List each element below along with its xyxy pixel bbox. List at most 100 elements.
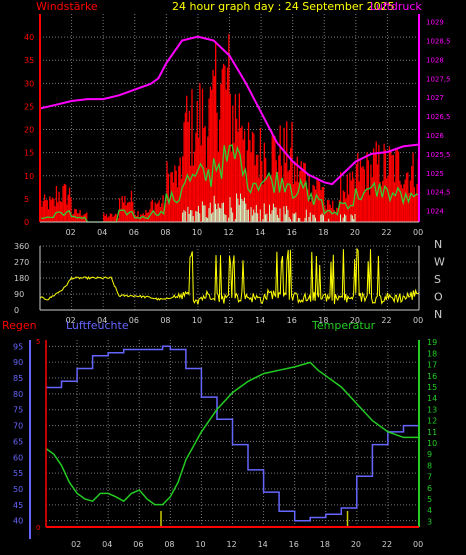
gust-bar (318, 181, 321, 222)
y-tick-label-temperature: 8 (427, 461, 432, 470)
y-tick-label-wind: 25 (24, 102, 34, 111)
gust-bar (154, 202, 156, 222)
x-tick-label: 14 (255, 228, 265, 237)
x-tick-label: 04 (97, 228, 107, 237)
calm-bar (184, 211, 186, 222)
y-tick-label-rain: 5 (36, 338, 40, 346)
gust-bar (220, 84, 222, 222)
gust-bar (172, 182, 175, 222)
y-tick-label-pressure: 1027 (426, 94, 444, 102)
compass-label: N (434, 308, 442, 321)
gust-bar (340, 171, 342, 222)
gust-bar (342, 190, 344, 222)
gust-bar (416, 183, 418, 222)
x-tick-label: 12 (227, 540, 237, 549)
gust-bar (61, 201, 63, 222)
gust-bar (413, 187, 416, 222)
calm-bar (228, 217, 230, 222)
calm-bar (343, 214, 345, 222)
gust-bar (282, 180, 284, 222)
gust-bar (143, 215, 146, 222)
gust-bar (343, 191, 346, 222)
gust-bar (126, 202, 129, 222)
calm-bar (284, 214, 286, 222)
gust-bar (158, 200, 160, 222)
x-tick-label: 12 (224, 316, 234, 325)
x-tick-label: 02 (66, 316, 76, 325)
calm-bar (353, 219, 355, 222)
gust-bar (138, 217, 140, 222)
gust-bar (370, 164, 372, 222)
y-tick-label-humidity: 85 (13, 374, 23, 383)
calm-bar (297, 217, 299, 222)
gust-bar (213, 76, 216, 223)
gust-bar (230, 151, 233, 222)
gust-bar (292, 183, 294, 222)
direction-line (39, 247, 420, 305)
calm-bar (268, 204, 270, 222)
y-tick-label-temperature: 19 (427, 338, 437, 347)
y-tick-label-temperature: 3 (427, 517, 432, 526)
pressure-line (39, 35, 420, 186)
gust-bar (157, 203, 159, 222)
calm-bar (255, 205, 257, 222)
gust-bar (141, 214, 143, 222)
calm-bar (192, 216, 194, 222)
gust-bar (287, 171, 289, 222)
gust-bar (49, 196, 51, 222)
gust-bar (341, 203, 343, 222)
gust-bar (42, 200, 44, 222)
gust-bar (203, 128, 205, 222)
gust-bar (70, 197, 72, 222)
rain-label: Regen (2, 319, 37, 332)
gust-bar (286, 121, 288, 222)
gust-bar (337, 207, 339, 222)
gust-bar (253, 133, 255, 222)
calm-bar (328, 218, 330, 222)
y-tick-label-temperature: 18 (427, 349, 437, 358)
gust-bar (270, 176, 272, 222)
calm-bar (295, 212, 297, 222)
gust-bar (72, 213, 75, 222)
y-tick-label-pressure: 1026 (426, 132, 444, 140)
calm-bar (342, 217, 344, 222)
calm-bar (211, 213, 213, 222)
gust-bar (130, 190, 133, 222)
gust-bar (137, 211, 139, 222)
gust-bar (240, 127, 242, 222)
gust-bar (180, 178, 183, 222)
gust-bar (293, 160, 296, 222)
x-tick-label: 20 (351, 540, 361, 549)
calm-bar (351, 215, 353, 222)
calm-bar (278, 217, 280, 222)
gust-bar (365, 192, 367, 222)
gust-bar (401, 188, 404, 222)
calm-bar (191, 210, 193, 222)
gust-bar (145, 209, 147, 222)
gust-bar (166, 161, 168, 222)
gust-bar (263, 142, 266, 222)
calm-bar (283, 206, 285, 222)
x-tick-label: 08 (160, 316, 170, 325)
gust-bar (171, 172, 173, 222)
gust-bar (58, 191, 60, 222)
gust-bar (262, 184, 264, 222)
compass-label: W (434, 256, 445, 269)
calm-bar (266, 213, 268, 222)
gust-bar (296, 156, 298, 222)
calm-bar (218, 207, 220, 222)
compass-label: S (434, 273, 441, 286)
gust-bar (107, 217, 109, 222)
gust-bar (212, 69, 214, 222)
calm-bar (293, 213, 295, 222)
gust-bar (205, 167, 208, 222)
gust-bar (409, 180, 412, 222)
calm-bar (201, 201, 203, 222)
calm-bar (276, 214, 278, 222)
gust-bar (155, 204, 158, 222)
calm-bar (272, 203, 274, 222)
gust-bar (136, 215, 138, 222)
calm-bar (242, 200, 244, 222)
